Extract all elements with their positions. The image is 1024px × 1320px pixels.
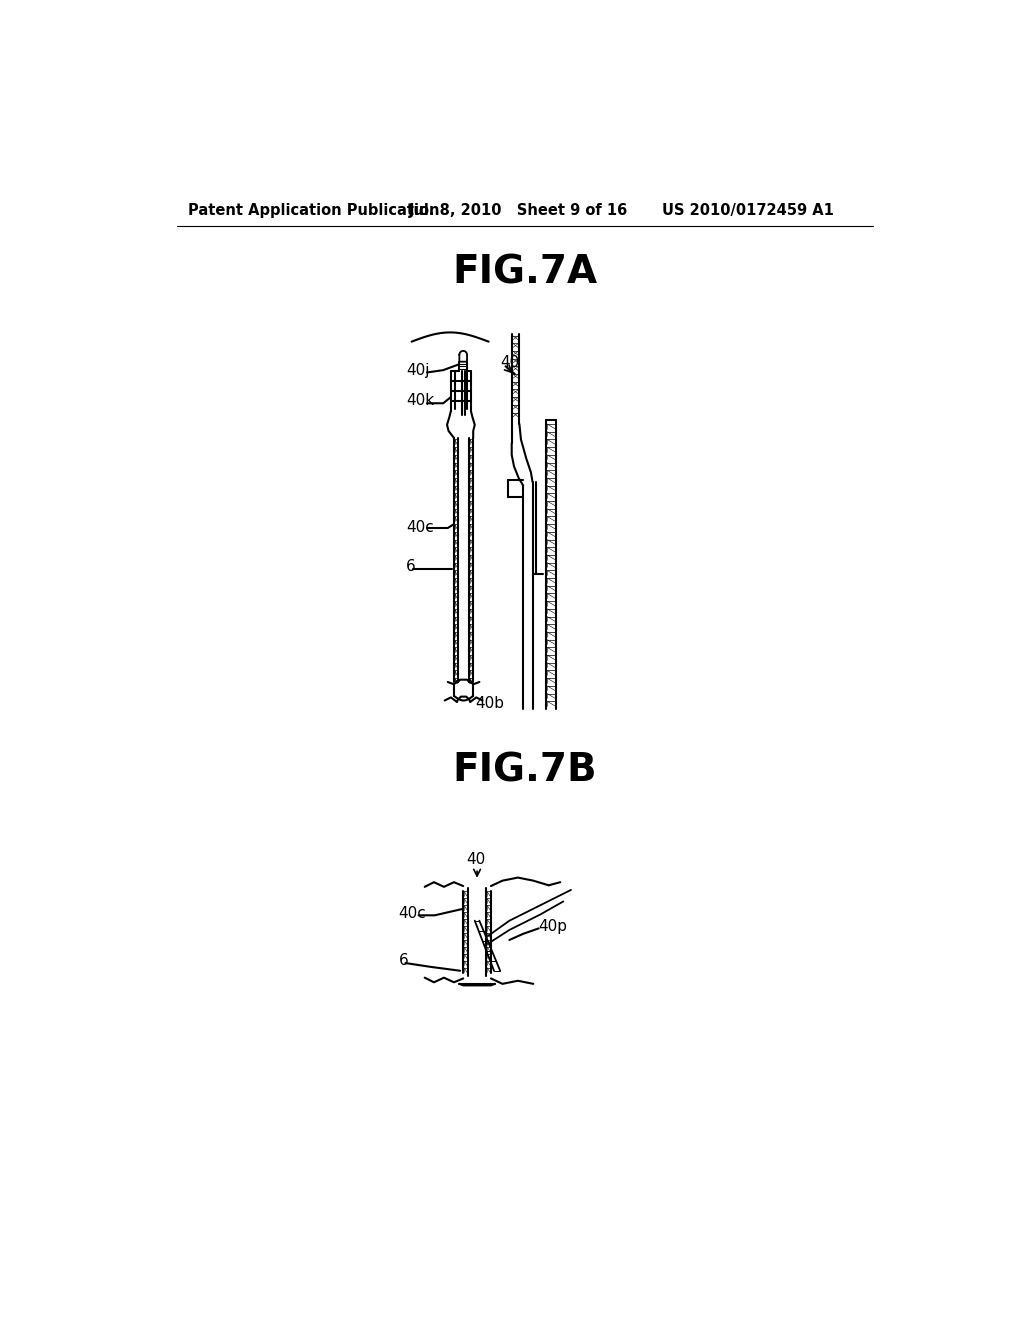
Text: FIG.7B: FIG.7B (453, 751, 597, 789)
Text: 40k: 40k (407, 393, 434, 408)
Text: 40c: 40c (407, 520, 434, 536)
Text: US 2010/0172459 A1: US 2010/0172459 A1 (662, 203, 834, 218)
Text: Jul. 8, 2010   Sheet 9 of 16: Jul. 8, 2010 Sheet 9 of 16 (410, 203, 629, 218)
Text: 40: 40 (466, 851, 485, 867)
Text: Patent Application Publication: Patent Application Publication (188, 203, 440, 218)
Text: 40j: 40j (407, 363, 430, 378)
Text: 40p: 40p (539, 919, 567, 933)
Text: 40: 40 (500, 355, 519, 370)
Text: 40c: 40c (398, 906, 426, 920)
Text: 40b: 40b (475, 696, 504, 711)
Text: 6: 6 (407, 558, 416, 574)
Text: 6: 6 (398, 953, 409, 969)
Text: FIG.7A: FIG.7A (453, 253, 597, 292)
